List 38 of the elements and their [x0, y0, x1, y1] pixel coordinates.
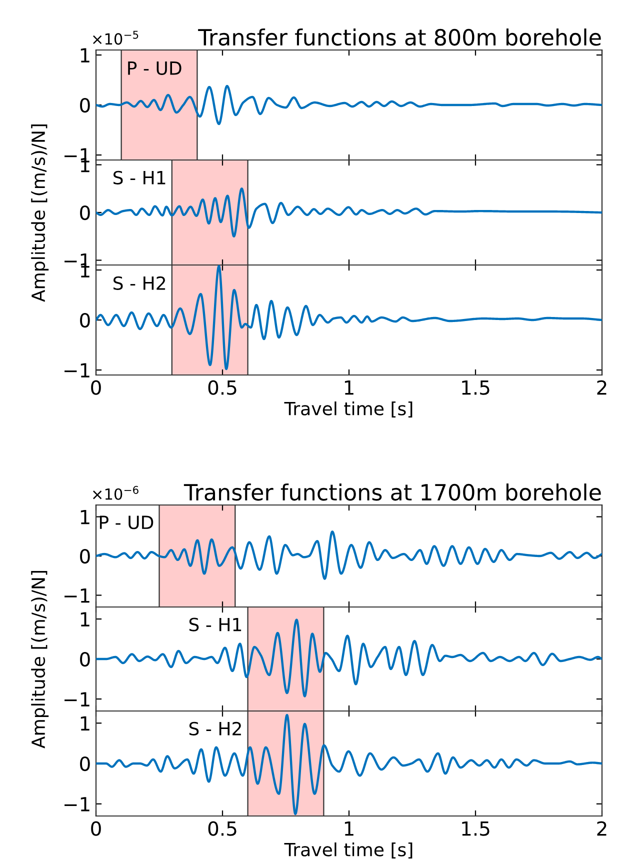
- x-tick-label: 1: [344, 380, 354, 395]
- x-axis-title: Travel time [s]: [284, 842, 412, 859]
- x-tick-label: 0.5: [208, 821, 236, 836]
- y-tick-label: 0: [80, 98, 90, 113]
- y-tick-label: −1: [64, 588, 90, 603]
- text: ×10$^{−6}$: [93, 486, 138, 500]
- y-tick-label: 1: [80, 716, 90, 731]
- y-tick-label: −1: [64, 363, 90, 378]
- y-tick-label: −1: [64, 692, 90, 706]
- x-tick-label: 1.5: [462, 380, 490, 395]
- band-label: P - UD: [128, 62, 182, 75]
- x-tick-label: 0: [91, 380, 101, 395]
- chart-title: Transfer functions at 800m borehole: [198, 28, 601, 46]
- band-label: S - H1: [189, 618, 242, 632]
- band-label: P - UD: [100, 516, 154, 530]
- y-tick-label: 0: [80, 205, 90, 220]
- y-axis-title: Amplitude [(m/s)/N]: [31, 124, 49, 302]
- y-tick-label: 0: [80, 756, 90, 772]
- y-tick-label: 0: [80, 548, 90, 564]
- band-label: S - H2: [114, 276, 166, 290]
- x-tick-label: 1.5: [462, 821, 490, 836]
- y-tick-label: 0: [80, 312, 90, 328]
- x-tick-label: 2: [597, 380, 606, 395]
- y-tick-label: 1: [80, 510, 90, 524]
- chart-title: Transfer functions at 1700m borehole: [184, 483, 601, 501]
- y-tick-label: −1: [64, 797, 90, 812]
- y-axis-title: Amplitude [(m/s)/N]: [31, 570, 49, 748]
- x-axis-title: Travel time [s]: [284, 401, 412, 418]
- band-label: S - H2: [189, 722, 241, 736]
- x-tick-label: 2: [597, 821, 606, 836]
- x-tick-label: 0: [91, 821, 101, 836]
- band-label: S - H1: [114, 170, 166, 184]
- y-tick-label: 1: [80, 612, 90, 626]
- x-tick-label: 0.5: [208, 380, 236, 395]
- y-tick-label: 1: [80, 48, 90, 62]
- x-tick-label: 1: [344, 821, 354, 836]
- text: ×10$^{−5}$: [93, 30, 138, 45]
- y-tick-label: 0: [80, 652, 90, 667]
